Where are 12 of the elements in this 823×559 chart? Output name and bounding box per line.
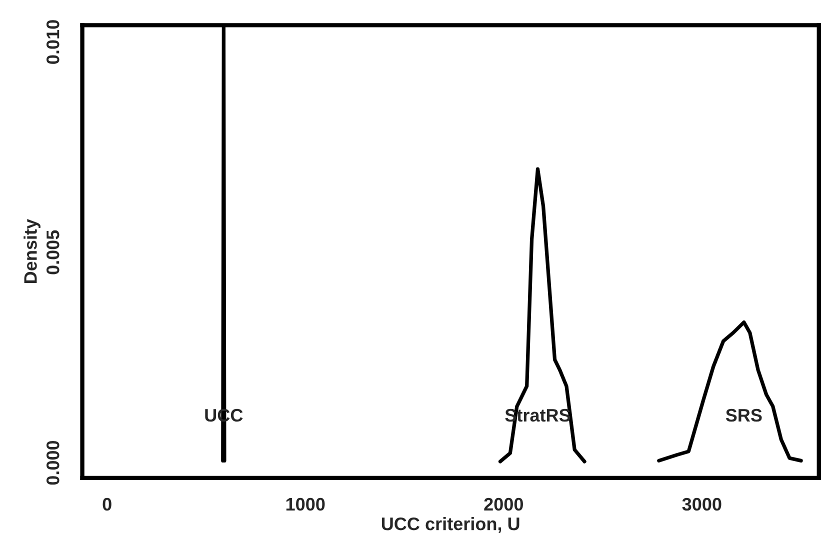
x-tick-label: 3000 — [682, 498, 722, 511]
x-axis-title: UCC criterion, U — [382, 517, 520, 533]
y-axis-title: Density — [24, 219, 40, 283]
series-label: SRS — [726, 408, 762, 422]
line-series — [498, 167, 586, 464]
y-tick-label: 0.000 — [46, 440, 60, 485]
x-tick-label: 1000 — [286, 498, 325, 511]
y-tick-label: 0.005 — [46, 230, 60, 274]
x-tick-label: 0 — [102, 498, 112, 511]
x-tick-label: 2000 — [484, 498, 523, 511]
line-series — [657, 320, 803, 462]
y-tick-label: 0.010 — [46, 20, 60, 64]
